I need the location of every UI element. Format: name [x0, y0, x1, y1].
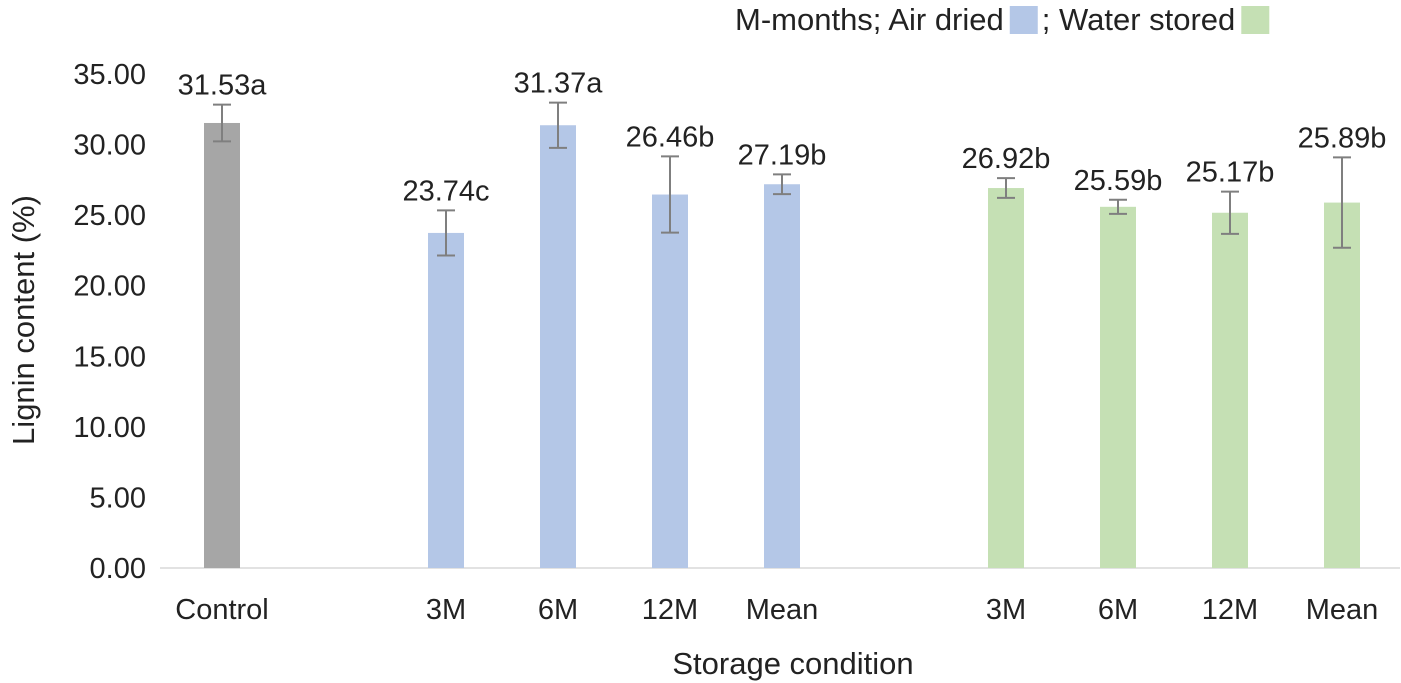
x-tick-label: 12M: [1202, 594, 1258, 626]
legend-separator: ; Water stored: [1042, 2, 1236, 37]
x-tick-label: 6M: [1098, 594, 1138, 626]
data-label: 25.17b: [1186, 157, 1275, 189]
x-axis-title: Storage condition: [672, 646, 913, 681]
x-tick-label: 3M: [986, 594, 1026, 626]
legend-prefix: M-months; Air dried: [735, 2, 1004, 37]
data-label: 23.74c: [402, 175, 489, 207]
y-axis-title: Lignin content (%): [6, 195, 41, 445]
data-label: 25.89b: [1298, 122, 1387, 154]
y-tick-label: 20.00: [73, 271, 146, 303]
x-tick-label: Mean: [1306, 594, 1379, 626]
bar-air-dried-12m: [652, 194, 688, 568]
bar-water-stored-3m: [988, 188, 1024, 568]
bar-air-dried-6m: [540, 125, 576, 568]
legend-swatch-air-dried: [1009, 6, 1038, 34]
y-tick-label: 35.00: [73, 59, 146, 91]
y-tick-label: 30.00: [73, 130, 146, 162]
x-tick-label: Mean: [746, 594, 819, 626]
data-label: 25.59b: [1074, 165, 1163, 197]
bar-control-control: [204, 122, 240, 569]
x-tick-label: 12M: [642, 594, 698, 626]
bar-air-dried-mean: [764, 184, 800, 568]
legend-swatch-water-stored: [1241, 6, 1270, 34]
data-label: 26.92b: [962, 143, 1051, 175]
x-tick-label: Control: [175, 594, 269, 626]
y-tick-label: 0.00: [90, 553, 146, 585]
y-tick-label: 15.00: [73, 341, 146, 373]
y-tick-label: 5.00: [90, 482, 146, 514]
y-tick-label: 25.00: [73, 200, 146, 232]
bar-water-stored-6m: [1100, 206, 1136, 568]
bar-water-stored-12m: [1212, 212, 1248, 569]
x-tick-label: 3M: [426, 594, 466, 626]
x-tick-label: 6M: [538, 594, 578, 626]
bar-water-stored-mean: [1324, 202, 1360, 568]
data-label: 31.37a: [514, 68, 604, 100]
data-label: 26.46b: [626, 121, 715, 153]
data-label: 31.53a: [178, 70, 268, 102]
data-label: 27.19b: [738, 139, 827, 171]
y-tick-label: 10.00: [73, 412, 146, 444]
bar-air-dried-3m: [428, 232, 464, 568]
